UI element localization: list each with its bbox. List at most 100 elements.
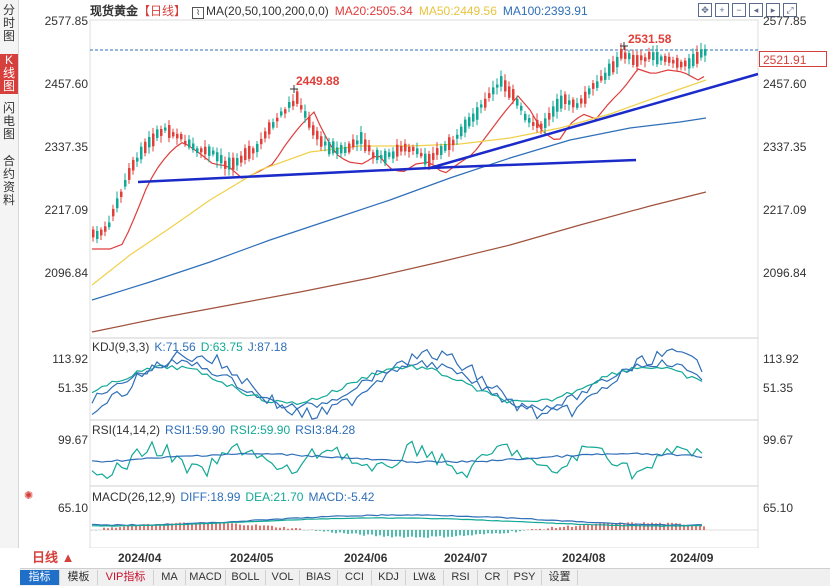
candle-body (260, 138, 263, 145)
candle-body (400, 145, 403, 152)
ma-legend-icon[interactable]: ⌇ (192, 7, 205, 19)
candle-body (224, 160, 227, 169)
sidebar: 分时图 K线图 闪电图 合约资料 (0, 0, 19, 548)
candle-body (624, 52, 627, 59)
candle-body (676, 57, 679, 68)
candle-body (172, 132, 175, 137)
fullscreen-icon[interactable]: ⤢ (783, 3, 797, 17)
candle-body (104, 226, 107, 232)
candle-body (244, 148, 247, 160)
candle-body (124, 180, 127, 187)
candle-body (552, 106, 555, 117)
candle-body (456, 134, 459, 139)
candle-body (144, 141, 147, 154)
candle-body (408, 146, 411, 152)
zoom-in-icon[interactable]: + (715, 3, 729, 17)
chart-canvas[interactable]: 2449.88 2531.58 (0, 0, 830, 548)
btn-vol[interactable]: VOL (266, 570, 300, 585)
candle-body (528, 118, 531, 123)
left-price-label: 2096.84 (44, 266, 88, 280)
btn-boll[interactable]: BOLL (226, 570, 266, 585)
candle-body (268, 122, 271, 135)
btn-bias[interactable]: BIAS (300, 570, 338, 585)
btn-kdj[interactable]: KDJ (372, 570, 406, 585)
btn-template[interactable]: 模板 (60, 570, 98, 585)
candle-body (452, 139, 455, 146)
candle-body (684, 60, 687, 67)
candle-body (440, 146, 443, 155)
candle-body (344, 146, 347, 153)
candle-body (316, 130, 319, 140)
candle-body (384, 150, 387, 164)
btn-macd[interactable]: MACD (186, 570, 226, 585)
date-label: 2024/05 (230, 551, 274, 565)
candle-body (180, 134, 183, 140)
candle-body (448, 137, 451, 151)
candle-body (320, 136, 323, 147)
candle-body (264, 131, 267, 139)
instrument-name: 现货黄金 (90, 4, 139, 18)
annotation-high-2: 2531.58 (628, 32, 672, 46)
candle-body (576, 103, 579, 108)
rsi-axis-label: 99.67 (57, 433, 88, 447)
candle-body (444, 144, 447, 151)
kdj-j: J:87.18 (247, 340, 288, 354)
btn-cr[interactable]: CR (478, 570, 508, 585)
btn-vip-indicator[interactable]: VIP指标 (98, 570, 154, 585)
trendline-support[interactable] (137, 166, 431, 184)
candle-body (220, 155, 223, 164)
rsi2: RSI2:59.90 (230, 423, 291, 437)
zoom-out-icon[interactable]: − (732, 3, 746, 17)
candle-body (200, 148, 203, 153)
kdj-d-line (91, 364, 703, 406)
trendline-flat[interactable] (429, 158, 637, 170)
candle-body (480, 104, 483, 108)
candle-body (364, 139, 367, 152)
tab-kline[interactable]: K线图 (0, 54, 18, 94)
rsi1: RSI1:59.90 (165, 423, 226, 437)
kdj-k-line (91, 358, 703, 412)
btn-cci[interactable]: CCI (338, 570, 372, 585)
btn-lwr[interactable]: LW& (406, 570, 444, 585)
scroll-left-icon[interactable]: ◂ (749, 3, 763, 17)
candle-body (544, 118, 547, 128)
ma20-line (92, 68, 705, 250)
candle-body (380, 155, 383, 159)
macd-axis-label: 65.10 (763, 501, 794, 515)
macd-title: MACD(26,12,9) DIFF:18.99 DEA:21.70 MACD:-5.… (92, 490, 379, 504)
rsi-params: RSI(14,14,2) (92, 423, 161, 437)
candle-body (396, 144, 399, 157)
btn-rsi[interactable]: RSI (444, 570, 478, 585)
candle-body (620, 48, 623, 59)
btn-ma[interactable]: MA (154, 570, 186, 585)
kdj-params: KDJ(9,3,3) (92, 340, 150, 354)
move-icon[interactable]: ✥ (698, 3, 712, 17)
scroll-right-icon[interactable]: ▸ (766, 3, 780, 17)
candle-body (388, 152, 391, 157)
ma-params: MA(20,50,100,200,0,0) (206, 4, 329, 18)
btn-psy[interactable]: PSY (508, 570, 542, 585)
tab-flash[interactable]: 闪电图 (2, 101, 15, 141)
trendline-rising[interactable] (429, 72, 759, 170)
right-price-label: 2337.35 (763, 140, 807, 154)
candle-body (228, 157, 231, 170)
candle-body (652, 52, 655, 61)
kdj-axis-label: 113.92 (52, 352, 88, 366)
period-selector[interactable]: 日线 ▲ (32, 550, 75, 565)
tab-intraday[interactable]: 分时图 (2, 3, 15, 43)
candle-body (312, 125, 315, 136)
left-price-label: 2337.35 (44, 140, 88, 154)
candle-body (232, 157, 235, 170)
btn-indicator[interactable]: 指标 (20, 570, 60, 585)
candle-body (616, 56, 619, 68)
rsi-fast-line (91, 440, 703, 481)
tab-contract-info[interactable]: 合约资料 (2, 154, 15, 207)
macd-diff: DIFF:18.99 (180, 490, 241, 504)
candle-body (308, 116, 311, 128)
period-badge[interactable]: 【日线】 (138, 4, 187, 18)
rsi-slow-line (91, 452, 703, 464)
candle-body (428, 153, 431, 167)
candle-body (392, 151, 395, 159)
btn-settings[interactable]: 设置 (542, 570, 578, 585)
macd-settings-icon[interactable]: ✺ (24, 490, 34, 502)
